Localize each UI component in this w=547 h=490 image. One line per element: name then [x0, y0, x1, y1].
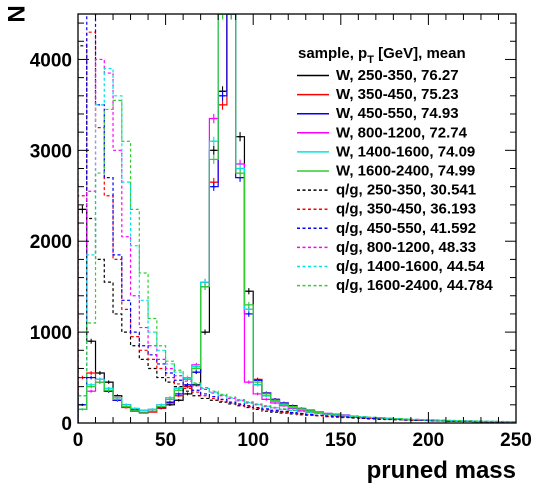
legend-label: q/g, 1400-1600, 44.54 — [336, 258, 485, 275]
legend-item: q/g, 1600-2400, 44.784 — [297, 277, 493, 294]
legend-item: q/g, 350-450, 36.193 — [297, 201, 476, 218]
x-tick-label: 100 — [237, 430, 269, 451]
legend-label: W, 800-1200, 72.74 — [336, 124, 468, 141]
legend-label: q/g, 350-450, 36.193 — [336, 201, 476, 218]
legend-item: W, 350-450, 75.23 — [297, 86, 459, 103]
legend-item: W, 800-1200, 72.74 — [297, 124, 468, 141]
legend-label: W, 450-550, 74.93 — [336, 105, 459, 122]
legend-title: sample, pT [GeV], mean — [298, 45, 466, 66]
legend-item: q/g, 800-1200, 48.33 — [297, 239, 476, 256]
x-tick-label: 150 — [325, 430, 357, 451]
legend-label: q/g, 450-550, 41.592 — [336, 220, 476, 237]
legend-label: q/g, 250-350, 30.541 — [336, 182, 476, 199]
legend-item: W, 1600-2400, 74.99 — [297, 163, 475, 180]
x-axis-title: pruned mass — [367, 457, 516, 484]
y-tick-label: 3000 — [30, 141, 72, 162]
legend-item: q/g, 450-550, 41.592 — [297, 220, 476, 237]
legend-items: W, 250-350, 76.27 W, 350-450, 75.23 W, 450… — [297, 67, 493, 294]
y-tick-label: 0 — [61, 414, 72, 435]
x-tick-label: 200 — [413, 430, 445, 451]
legend: sample, pT [GeV], mean W, 250-350, 76.27… — [297, 45, 493, 294]
legend-label: W, 1400-1600, 74.09 — [336, 143, 475, 160]
legend-item: W, 250-350, 76.27 — [297, 67, 459, 84]
y-axis-title: N — [3, 5, 30, 22]
legend-item: W, 1400-1600, 74.09 — [297, 143, 475, 160]
legend-item: q/g, 250-350, 30.541 — [297, 182, 476, 199]
x-tick-label: 0 — [73, 430, 84, 451]
legend-label: W, 350-450, 75.23 — [336, 86, 459, 103]
legend-label: W, 250-350, 76.27 — [336, 67, 459, 84]
legend-label: q/g, 1600-2400, 44.784 — [336, 277, 493, 294]
legend-item: W, 450-550, 74.93 — [297, 105, 459, 122]
y-tick-label: 4000 — [30, 50, 72, 71]
y-tick-label: 1000 — [30, 323, 72, 344]
x-tick-label: 250 — [500, 430, 532, 451]
legend-label: q/g, 800-1200, 48.33 — [336, 239, 476, 256]
legend-item: q/g, 1400-1600, 44.54 — [297, 258, 485, 275]
y-tick-label: 2000 — [30, 232, 72, 253]
legend-label: W, 1600-2400, 74.99 — [336, 163, 475, 180]
x-tick-label: 50 — [155, 430, 176, 451]
